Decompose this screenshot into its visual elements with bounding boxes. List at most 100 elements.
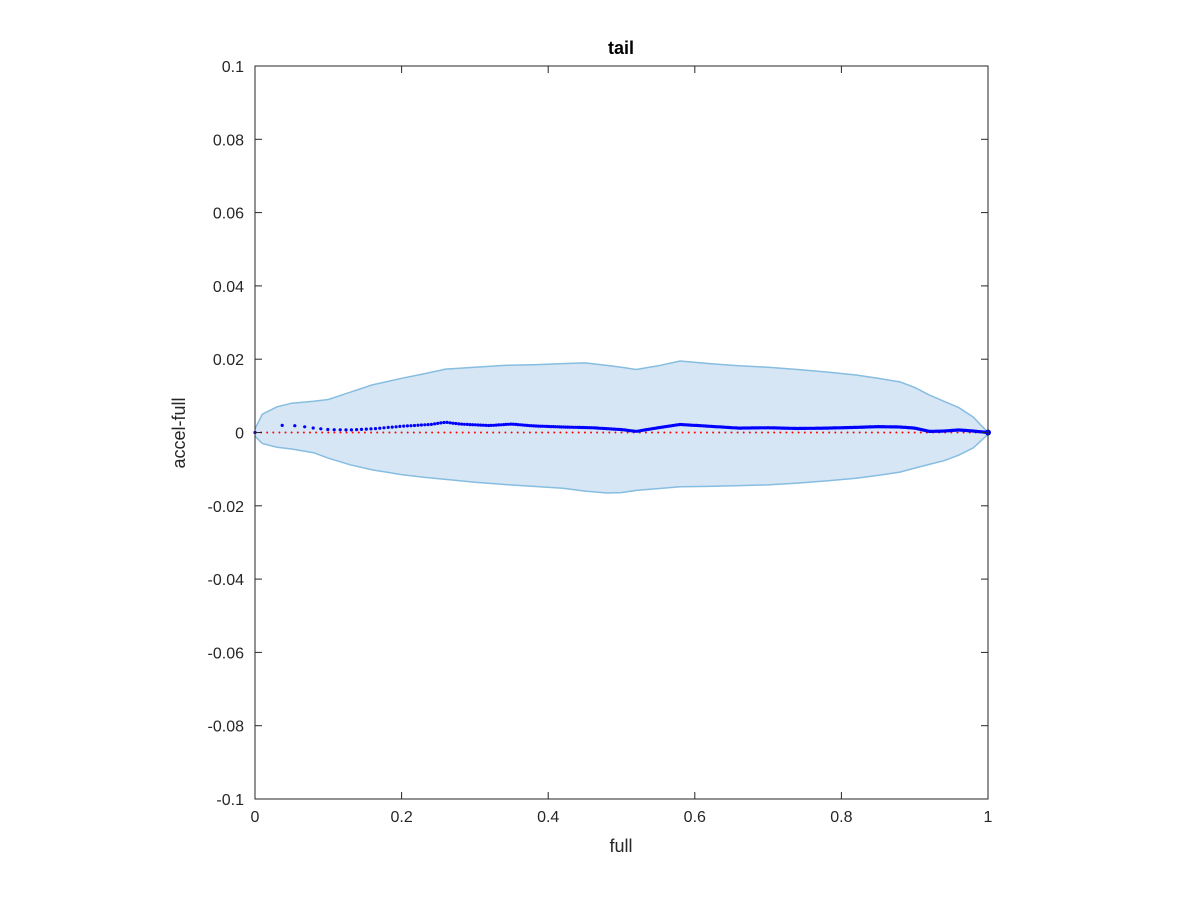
mean-series-point xyxy=(523,423,527,427)
zero-line-point xyxy=(663,431,666,434)
y-axis-ticks: -0.1 -0.08 -0.06 -0.04 -0.02 0 0.02 0.04 0.06 0.0… xyxy=(208,59,988,809)
zero-line-point xyxy=(748,431,751,434)
zero-line-point xyxy=(791,431,794,434)
mean-series-point xyxy=(448,421,452,425)
zero-line-layer xyxy=(254,431,989,434)
zero-line-point xyxy=(455,431,458,434)
mean-series-point xyxy=(416,423,420,427)
zero-line-point xyxy=(522,431,525,434)
zero-line-point xyxy=(370,431,373,434)
zero-line-point xyxy=(956,431,959,434)
zero-line-point xyxy=(724,431,727,434)
y-tick-label: -0.08 xyxy=(208,719,245,736)
zero-line-point xyxy=(376,431,379,434)
mean-series-layer xyxy=(253,420,991,436)
y-tick-label: 0 xyxy=(235,426,244,443)
y-tick-label: -0.1 xyxy=(216,792,244,809)
zero-line-point xyxy=(443,431,446,434)
zero-line-point xyxy=(284,431,287,434)
zero-line-point xyxy=(834,431,837,434)
zero-line-point xyxy=(315,431,318,434)
x-tick-label: 0 xyxy=(251,809,260,826)
zero-line-point xyxy=(681,431,684,434)
y-tick-label: 0.1 xyxy=(222,59,244,76)
zero-line-point xyxy=(272,431,275,434)
zero-line-point xyxy=(516,431,519,434)
y-tick-label: -0.04 xyxy=(208,572,245,589)
mean-series-point xyxy=(494,423,498,427)
zero-line-point xyxy=(657,431,660,434)
mean-series-point xyxy=(465,422,469,426)
zero-line-point xyxy=(730,431,733,434)
zero-line-point xyxy=(266,431,269,434)
mean-series-point xyxy=(502,423,506,427)
zero-line-point xyxy=(461,431,464,434)
mean-series-point xyxy=(492,423,496,427)
zero-line-point xyxy=(327,431,330,434)
zero-line-point xyxy=(614,431,617,434)
mean-series-point xyxy=(344,428,348,432)
mean-series-point xyxy=(364,427,368,431)
mean-series-point xyxy=(479,423,483,427)
mean-series-point xyxy=(484,423,488,427)
mean-series-point xyxy=(473,423,477,427)
zero-line-point xyxy=(412,431,415,434)
mean-series-point xyxy=(454,421,458,426)
zero-line-point xyxy=(302,431,305,434)
zero-line-point xyxy=(767,431,770,434)
zero-line-point xyxy=(449,431,452,434)
zero-line-point xyxy=(590,431,592,434)
confidence-band-layer xyxy=(254,360,989,494)
zero-line-point xyxy=(870,431,873,434)
zero-line-point xyxy=(553,431,556,434)
zero-line-point xyxy=(510,431,513,434)
zero-line-point xyxy=(761,431,763,434)
mean-series-point xyxy=(369,427,373,431)
x-tick-label: 1 xyxy=(984,809,993,826)
zero-line-point xyxy=(858,431,861,434)
mean-series-point xyxy=(460,422,464,426)
zero-line-point xyxy=(382,431,385,434)
zero-line-point xyxy=(309,431,311,434)
zero-line-point xyxy=(345,431,348,434)
zero-line-point xyxy=(797,431,800,434)
zero-line-point xyxy=(388,431,391,434)
mean-series-point xyxy=(436,421,440,425)
zero-line-point xyxy=(541,431,544,434)
zero-line-point xyxy=(473,431,476,434)
zero-line-point xyxy=(608,431,611,434)
mean-series-point xyxy=(382,426,386,430)
zero-line-point xyxy=(699,431,702,434)
zero-line-point xyxy=(742,431,745,434)
mean-series-point xyxy=(509,422,513,426)
zero-line-point xyxy=(651,431,653,434)
mean-series-point xyxy=(293,424,297,428)
mean-series-point xyxy=(326,427,330,432)
y-tick-label: 0.08 xyxy=(213,132,244,149)
mean-series-point xyxy=(386,425,390,429)
zero-line-point xyxy=(889,431,892,434)
zero-line-point xyxy=(706,431,708,434)
zero-line-point xyxy=(919,431,922,434)
zero-line-point xyxy=(773,431,776,434)
zero-line-point xyxy=(736,431,739,434)
mean-series-point xyxy=(426,423,430,427)
mean-series-point xyxy=(402,424,406,428)
zero-line-point xyxy=(864,431,867,434)
zero-line-point xyxy=(528,431,531,434)
x-tick-label: 0.8 xyxy=(830,809,852,826)
zero-line-point xyxy=(492,431,495,434)
zero-line-point xyxy=(754,431,757,434)
zero-line-point xyxy=(467,431,470,434)
mean-series-point xyxy=(433,422,437,426)
zero-line-point xyxy=(962,431,965,434)
zero-line-point xyxy=(486,431,489,434)
mean-series-point xyxy=(373,427,378,431)
zero-line-point xyxy=(779,431,782,434)
x-tick-label: 0.2 xyxy=(390,809,412,826)
mean-series-point xyxy=(462,422,466,426)
zero-line-point xyxy=(394,431,397,434)
y-tick-label: -0.06 xyxy=(208,645,245,662)
